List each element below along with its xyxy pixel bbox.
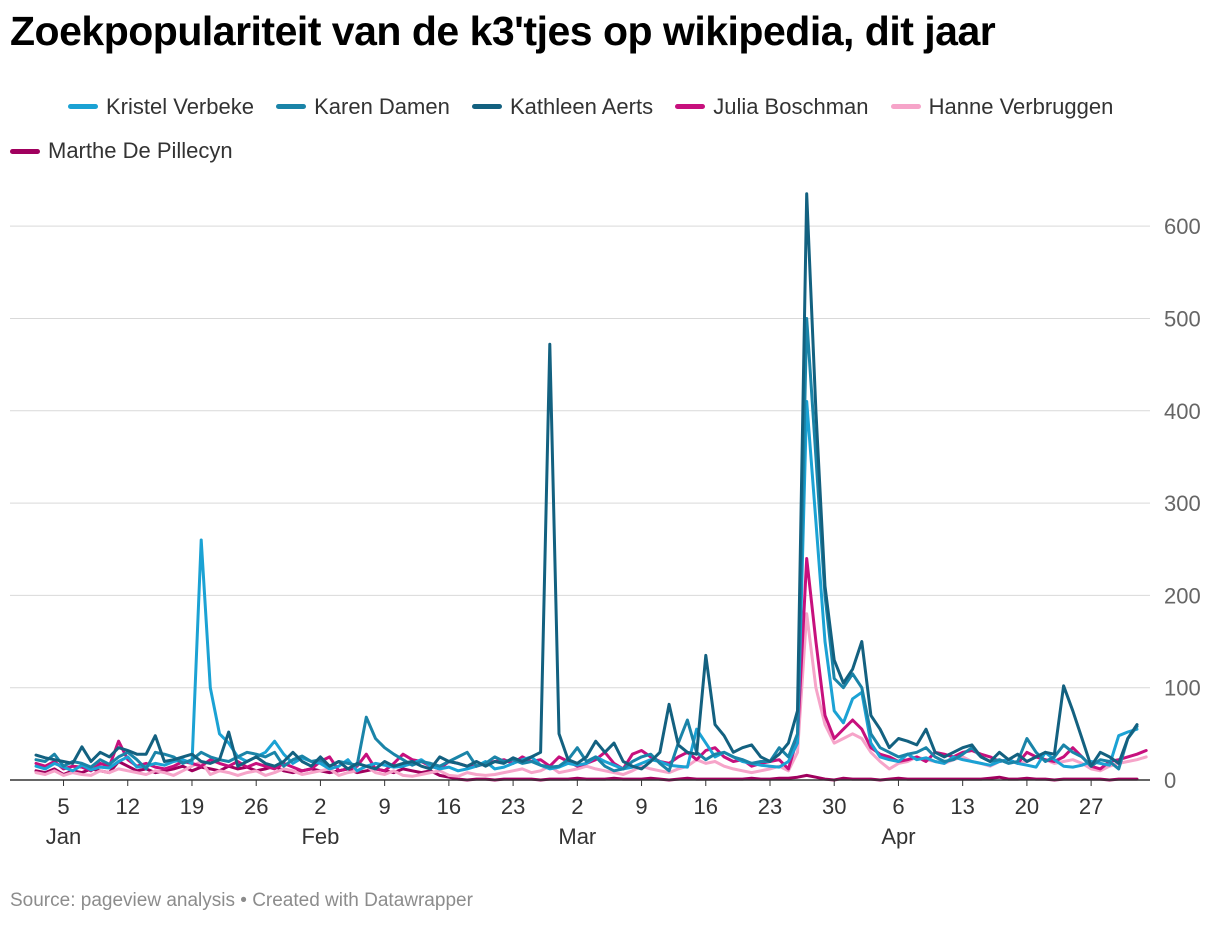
x-tick-label: 16: [694, 794, 718, 819]
series-line-kathleen-aerts: [34, 192, 1139, 771]
x-month-label: Apr: [881, 824, 915, 849]
x-tick-label: 19: [180, 794, 204, 819]
x-tick-label: 27: [1079, 794, 1103, 819]
legend-swatch: [68, 104, 98, 109]
source-note: Source: pageview analysis: [10, 890, 235, 911]
series-line-hanne-verbruggen: [34, 612, 1148, 778]
footer-separator: •: [240, 890, 247, 911]
legend-item-hanne-verbruggen: Hanne Verbruggen: [890, 87, 1114, 127]
y-tick-label: 0: [1164, 768, 1176, 793]
x-month-label: Jan: [46, 824, 81, 849]
x-tick-label: 30: [822, 794, 846, 819]
x-tick-label: 9: [635, 794, 647, 819]
x-tick-label: 16: [437, 794, 461, 819]
chart-title: Zoekpopulariteit van de k3'tjes op wikip…: [10, 8, 996, 54]
x-tick-label: 2: [314, 794, 326, 819]
x-tick-label: 5: [57, 794, 69, 819]
x-tick-label: 23: [758, 794, 782, 819]
y-tick-label: 200: [1164, 583, 1201, 608]
legend-item-kathleen-aerts: Kathleen Aerts: [471, 87, 654, 127]
legend-label: Hanne Verbruggen: [928, 93, 1114, 119]
x-tick-label: 13: [950, 794, 974, 819]
x-tick-label: 9: [379, 794, 391, 819]
x-month-label: Mar: [558, 824, 596, 849]
legend-label: Karen Damen: [314, 93, 450, 119]
credit-note: Created with Datawrapper: [252, 890, 473, 911]
x-tick-label: 12: [116, 794, 140, 819]
y-tick-label: 400: [1164, 399, 1201, 424]
footer-credits: Source: pageview analysis • Created with…: [10, 890, 473, 912]
series-line-julia-boschman: [34, 557, 1148, 773]
legend-label: Julia Boschman: [713, 93, 869, 119]
legend-item-karen-damen: Karen Damen: [276, 87, 450, 127]
legend-swatch: [10, 148, 40, 154]
legend-label: Marthe De Pillecyn: [48, 138, 233, 163]
legend-item-marthe-de-pillecyn: Marthe De Pillecyn: [10, 131, 233, 171]
x-tick-label: 6: [892, 794, 904, 819]
legend-label: Kristel Verbeke: [106, 93, 254, 119]
legend-label: Kathleen Aerts: [509, 93, 654, 119]
x-tick-label: 20: [1015, 794, 1039, 819]
x-tick-label: 23: [501, 794, 525, 819]
legend-swatch: [890, 104, 921, 109]
y-tick-label: 100: [1164, 676, 1201, 701]
y-tick-label: 300: [1164, 491, 1201, 516]
legend-item-julia-boschman: Julia Boschman: [675, 87, 869, 127]
x-tick-label: 2: [571, 794, 583, 819]
legend-swatch: [675, 104, 706, 109]
legend-swatch: [276, 104, 307, 109]
legend-swatch: [471, 104, 502, 109]
legend-item-kristel-verbeke: Kristel Verbeke: [68, 87, 254, 127]
x-tick-label: 26: [244, 794, 268, 819]
chart-legend: Kristel Verbeke Karen Damen Kathleen Aer…: [10, 82, 1190, 171]
series-line-kristel-verbeke: [34, 400, 1139, 773]
y-tick-label: 600: [1164, 214, 1201, 239]
y-tick-label: 500: [1164, 306, 1201, 331]
x-month-label: Feb: [301, 824, 339, 849]
